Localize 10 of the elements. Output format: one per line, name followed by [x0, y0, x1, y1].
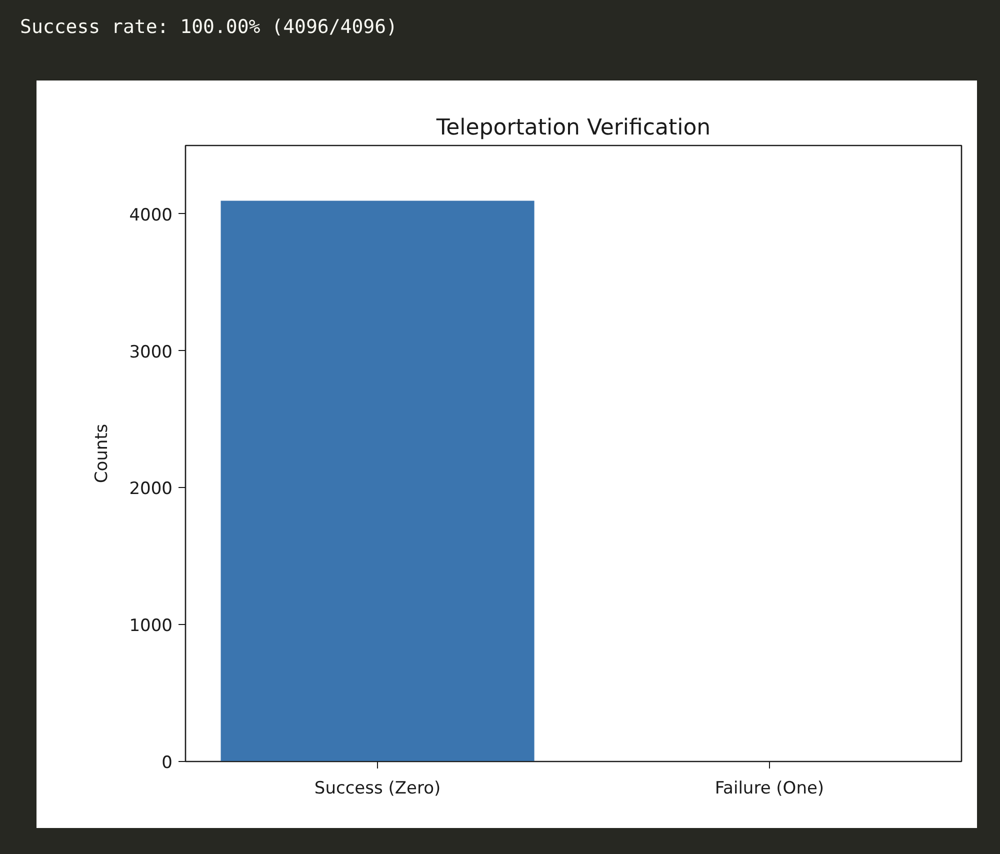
- text: Success rate: 100.00% (4096/4096): [20, 15, 398, 40]
- chart-title: Teleportation Verification: [435, 116, 711, 140]
- y-tick-label: 1000: [129, 616, 172, 636]
- x-tick-label: Success (Zero): [314, 778, 441, 798]
- x-tick-label: Failure (One): [714, 778, 824, 798]
- y-tick-label: 3000: [129, 342, 172, 362]
- y-tick-label: 0: [162, 753, 173, 773]
- y-tick-label: 2000: [129, 479, 172, 500]
- y-axis-title: Counts: [92, 424, 112, 484]
- y-tick-label: 4000: [129, 205, 172, 226]
